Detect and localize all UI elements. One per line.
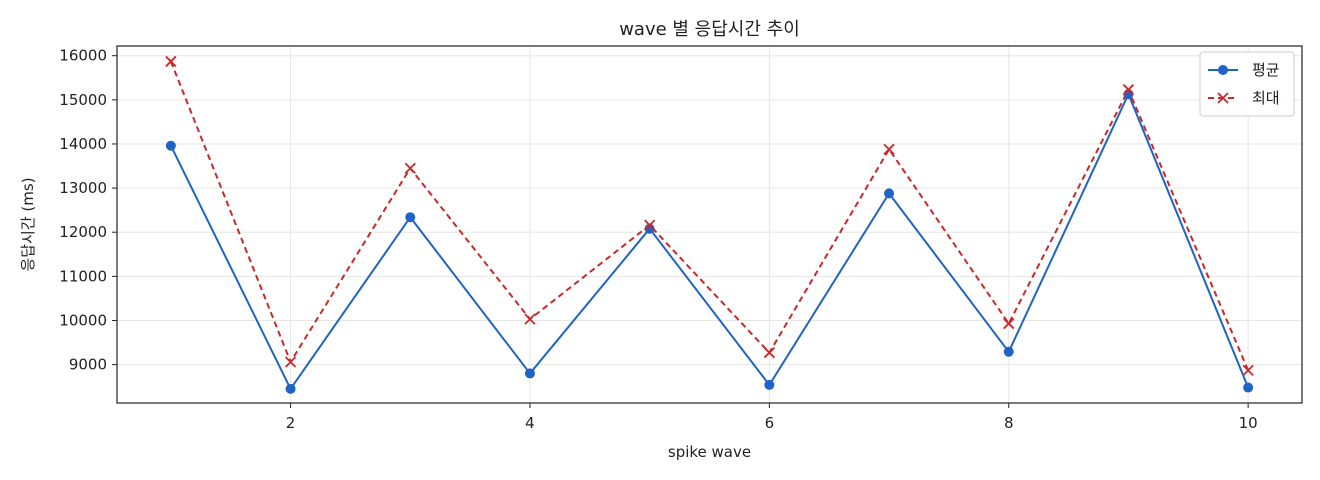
data-point-1-8: [1122, 84, 1135, 96]
data-point-1-5: [763, 347, 775, 359]
y-tick-label: 10000: [59, 311, 107, 329]
data-point-0-3: [524, 368, 535, 379]
y-tick-label: 16000: [59, 47, 107, 65]
legend-marker-avg: [1218, 65, 1228, 75]
data-point-1-7: [1003, 317, 1015, 330]
series-layer: [165, 55, 1254, 394]
data-point-0-0: [165, 140, 176, 151]
grid: [117, 46, 1302, 403]
series-line-1: [169, 61, 1250, 371]
data-point-0-9: [1243, 382, 1254, 393]
legend-label-avg: 평균: [1252, 61, 1280, 79]
x-tick-label: 4: [525, 414, 535, 432]
legend: 평균 최대: [1199, 51, 1295, 117]
data-point-0-2: [405, 212, 416, 223]
data-point-1-4: [644, 219, 656, 231]
x-tick-label: 8: [1004, 414, 1014, 432]
legend-label-max: 최대: [1252, 89, 1280, 107]
x-axis-label: spike wave: [668, 443, 751, 461]
legend-marker-max: [1217, 92, 1229, 104]
y-tick-label: 12000: [59, 223, 107, 241]
y-tick-label: 15000: [59, 91, 107, 109]
x-tick-label: 10: [1239, 414, 1258, 432]
data-point-0-1: [285, 383, 296, 394]
data-point-1-1: [284, 356, 297, 368]
series-line-0: [169, 93, 1250, 390]
y-axis-label: 응답시간 (ms): [19, 177, 37, 271]
chart-title: wave 별 응답시간 추이: [619, 19, 800, 40]
y-tick-label: 11000: [59, 267, 107, 285]
data-point-1-3: [524, 313, 536, 325]
y-tick-label: 14000: [59, 135, 107, 153]
data-point-0-7: [1003, 346, 1014, 357]
legend-box: [1199, 51, 1295, 117]
data-point-0-4: [644, 223, 655, 234]
ticks: 2 4 6 8 10 9000 10000 11000 12000 13000 14000 15000…: [59, 47, 1257, 432]
plot-frame: [116, 45, 1303, 404]
data-point-0-6: [884, 188, 895, 199]
x-tick-label: 2: [286, 414, 296, 432]
data-point-1-2: [404, 162, 416, 174]
data-point-1-6: [883, 143, 895, 155]
data-point-1-0: [165, 55, 177, 68]
data-point-1-9: [1242, 364, 1254, 376]
x-tick-label: 6: [765, 414, 775, 432]
y-tick-label: 9000: [69, 356, 107, 374]
data-point-0-5: [764, 379, 775, 390]
y-tick-label: 13000: [59, 179, 107, 197]
